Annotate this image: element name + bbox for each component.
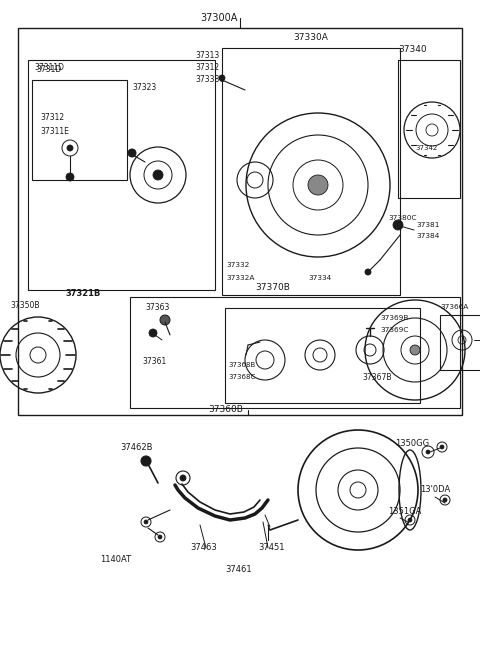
Text: 37451: 37451: [258, 543, 285, 553]
Circle shape: [128, 149, 136, 157]
Circle shape: [408, 518, 412, 522]
Bar: [18, 28, 462, 415]
Circle shape: [180, 475, 186, 481]
Text: 37334: 37334: [308, 275, 331, 281]
Text: 37463: 37463: [190, 543, 217, 553]
Text: 37380C: 37380C: [388, 215, 417, 221]
Text: 37381: 37381: [416, 222, 440, 228]
Text: 37363: 37363: [145, 304, 169, 313]
Circle shape: [149, 329, 157, 337]
Text: 1351GA: 1351GA: [388, 507, 421, 516]
Text: 37311D: 37311D: [34, 64, 64, 72]
Bar: [32, 80, 127, 180]
Bar: [225, 308, 420, 403]
Circle shape: [219, 75, 225, 81]
Circle shape: [410, 345, 420, 355]
Circle shape: [393, 220, 403, 230]
Bar: [222, 48, 400, 295]
Circle shape: [158, 535, 162, 539]
Circle shape: [144, 520, 148, 524]
Text: 37462B: 37462B: [120, 443, 153, 453]
Circle shape: [66, 173, 74, 181]
Bar: [440, 315, 480, 370]
Text: 37321B: 37321B: [65, 290, 100, 298]
Text: 37361: 37361: [142, 357, 166, 367]
Text: 37367B: 37367B: [362, 373, 392, 382]
Text: 37369C: 37369C: [380, 327, 408, 333]
Text: 37360B: 37360B: [208, 405, 243, 415]
Bar: [28, 60, 215, 290]
Circle shape: [440, 445, 444, 449]
Text: 13'0DA: 13'0DA: [420, 486, 450, 495]
Text: 37342: 37342: [415, 145, 437, 151]
Text: 37340: 37340: [398, 45, 427, 55]
Text: 37384: 37384: [416, 233, 439, 239]
Text: 37368B: 37368B: [228, 362, 255, 368]
Text: 37369B: 37369B: [380, 315, 408, 321]
Text: 37330A: 37330A: [293, 34, 328, 43]
Circle shape: [308, 175, 328, 195]
Bar: [398, 60, 460, 198]
Circle shape: [426, 450, 430, 454]
Text: 37313: 37313: [195, 51, 219, 60]
Text: 37461: 37461: [225, 566, 252, 574]
Text: 37312: 37312: [40, 114, 64, 122]
Circle shape: [67, 145, 73, 151]
Circle shape: [141, 456, 151, 466]
Text: 37350B: 37350B: [10, 300, 39, 309]
Circle shape: [443, 498, 447, 502]
Bar: [130, 297, 460, 408]
Text: 37370B: 37370B: [255, 284, 290, 292]
Circle shape: [153, 170, 163, 180]
Text: 37300A: 37300A: [200, 13, 238, 23]
Text: 37323: 37323: [132, 83, 156, 93]
Circle shape: [160, 315, 170, 325]
Text: 37338C: 37338C: [195, 74, 225, 83]
Text: 1350GG: 1350GG: [395, 438, 429, 447]
Text: 37312: 37312: [195, 62, 219, 72]
Text: 37368C: 37368C: [228, 374, 255, 380]
Text: 1140AT: 1140AT: [100, 556, 131, 564]
Text: 37332: 37332: [226, 262, 250, 268]
Text: 37366A: 37366A: [440, 304, 468, 310]
Text: 37332A: 37332A: [226, 275, 254, 281]
Text: 3731D: 3731D: [36, 66, 61, 74]
Text: 37311E: 37311E: [40, 127, 69, 137]
Circle shape: [365, 269, 371, 275]
